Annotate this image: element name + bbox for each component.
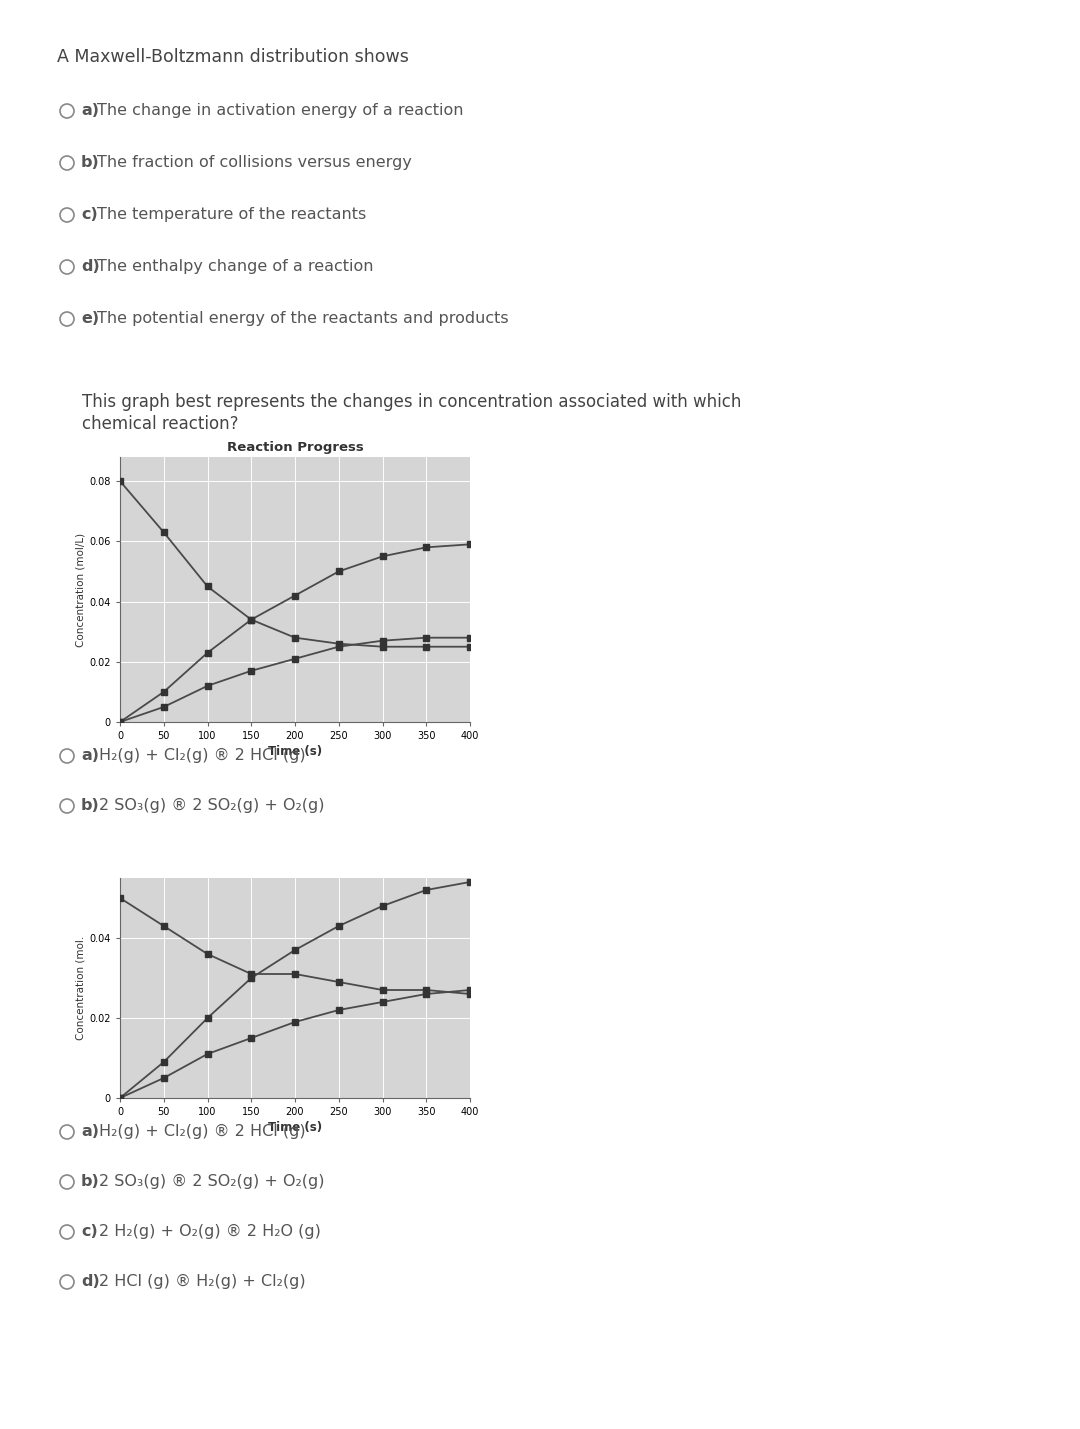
Text: The enthalpy change of a reaction: The enthalpy change of a reaction [97, 259, 374, 274]
Y-axis label: Concentration (mol.: Concentration (mol. [76, 936, 85, 1040]
Text: c): c) [81, 207, 98, 221]
Text: 2 SO₃(g) ® 2 SO₂(g) + O₂(g): 2 SO₃(g) ® 2 SO₂(g) + O₂(g) [99, 797, 324, 813]
Text: a): a) [81, 747, 99, 763]
X-axis label: Time (s): Time (s) [268, 745, 322, 759]
Text: b): b) [81, 797, 99, 813]
Text: d): d) [81, 259, 99, 274]
Text: a): a) [81, 1125, 99, 1139]
Text: d): d) [81, 1275, 99, 1289]
Title: Reaction Progress: Reaction Progress [227, 442, 363, 454]
X-axis label: Time (s): Time (s) [268, 1122, 322, 1135]
Text: 2 SO₃(g) ® 2 SO₂(g) + O₂(g): 2 SO₃(g) ® 2 SO₂(g) + O₂(g) [99, 1175, 324, 1189]
Text: The temperature of the reactants: The temperature of the reactants [97, 207, 366, 221]
Y-axis label: Concentration (mol/L): Concentration (mol/L) [76, 533, 85, 646]
Text: e): e) [81, 312, 99, 326]
Text: H₂(g) + Cl₂(g) ® 2 HCl (g): H₂(g) + Cl₂(g) ® 2 HCl (g) [99, 747, 306, 763]
Text: A Maxwell-Boltzmann distribution shows: A Maxwell-Boltzmann distribution shows [57, 49, 409, 66]
Text: H₂(g) + Cl₂(g) ® 2 HCl (g): H₂(g) + Cl₂(g) ® 2 HCl (g) [99, 1125, 306, 1139]
Text: a): a) [81, 103, 99, 119]
Text: 2 HCl (g) ® H₂(g) + Cl₂(g): 2 HCl (g) ® H₂(g) + Cl₂(g) [99, 1275, 306, 1289]
Text: The fraction of collisions versus energy: The fraction of collisions versus energy [97, 154, 411, 170]
Text: c): c) [81, 1225, 98, 1239]
Text: b): b) [81, 1175, 99, 1189]
Text: b): b) [81, 154, 99, 170]
Text: This graph best represents the changes in concentration associated with which: This graph best represents the changes i… [82, 393, 741, 412]
Text: The potential energy of the reactants and products: The potential energy of the reactants an… [97, 312, 509, 326]
Text: 2 H₂(g) + O₂(g) ® 2 H₂O (g): 2 H₂(g) + O₂(g) ® 2 H₂O (g) [99, 1225, 321, 1239]
Text: The change in activation energy of a reaction: The change in activation energy of a rea… [97, 103, 463, 119]
Text: chemical reaction?: chemical reaction? [82, 414, 239, 433]
